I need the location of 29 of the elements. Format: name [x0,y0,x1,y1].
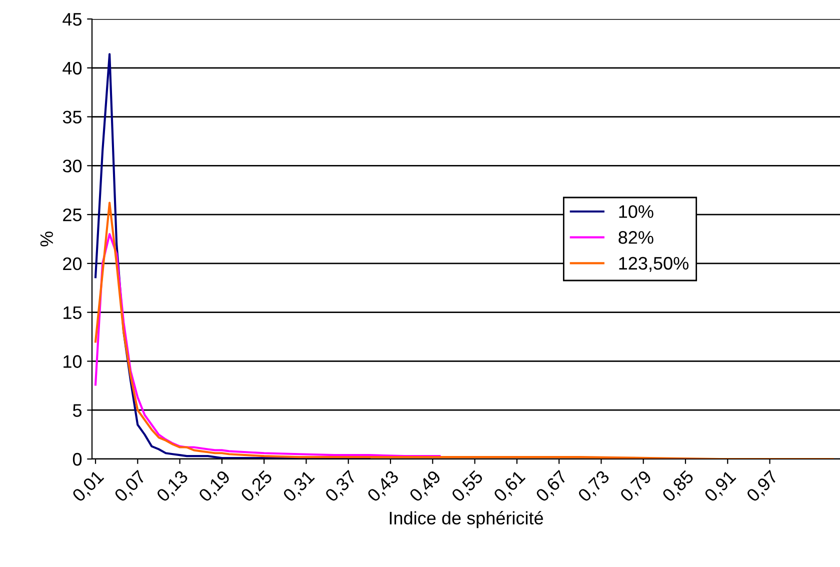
y-tick-label: 25 [63,208,82,222]
line-series [94,53,370,459]
y-tick-label: 5 [72,404,82,417]
y-tick-label: 30 [62,160,82,172]
x-tick-label: 0,43 [366,470,401,504]
y-tick-label: 40 [62,62,82,75]
x-tick-label: 0,79 [619,470,654,504]
legend-label: 82% [618,231,654,244]
y-tick-label: 45 [62,13,82,26]
x-tick-label: 0,01 [72,470,106,504]
x-tick-label: 0,31 [282,470,316,504]
x-tick-label: 0,61 [492,470,528,504]
line-series [94,233,441,458]
y-axis-title: % [40,232,53,246]
x-tick-label: 0,13 [156,470,190,504]
y-tick-label: 10 [64,355,82,368]
y-tick-label: 35 [62,110,82,124]
legend-label: 123,50% [619,256,688,272]
line-series [94,202,834,459]
y-tick-label: 20 [63,257,82,270]
y-tick-label: 15 [64,306,82,320]
x-tick-label: 0,25 [240,470,274,504]
x-tick-label: 0,49 [408,470,443,504]
y-tick-label: 0 [72,452,82,466]
legend-label: 10% [619,205,654,218]
x-tick-label: 0,19 [198,470,232,504]
x-axis-title: Indice de sphéricité [390,511,543,528]
x-tick-label: 0,91 [704,470,738,504]
x-tick-label: 0,73 [577,470,612,504]
